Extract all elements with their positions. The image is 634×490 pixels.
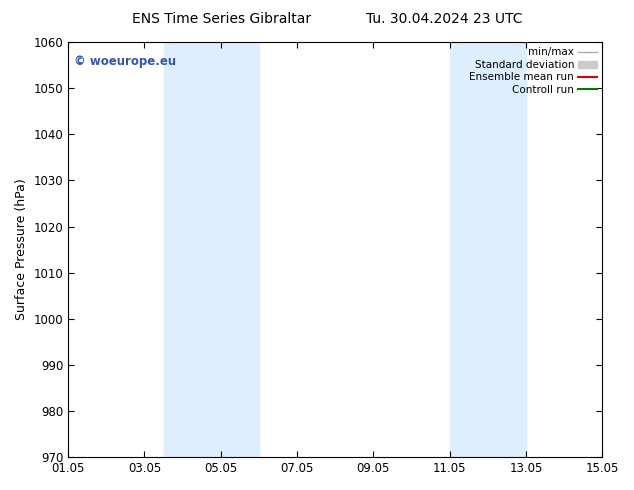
Text: Tu. 30.04.2024 23 UTC: Tu. 30.04.2024 23 UTC	[366, 12, 522, 26]
Bar	[450, 42, 526, 457]
Bar	[164, 42, 259, 457]
Text: © woeurope.eu: © woeurope.eu	[74, 54, 176, 68]
Y-axis label: Surface Pressure (hPa): Surface Pressure (hPa)	[15, 179, 28, 320]
Text: ENS Time Series Gibraltar: ENS Time Series Gibraltar	[133, 12, 311, 26]
Legend: min/max, Standard deviation, Ensemble mean run, Controll run: min/max, Standard deviation, Ensemble me…	[467, 45, 599, 97]
